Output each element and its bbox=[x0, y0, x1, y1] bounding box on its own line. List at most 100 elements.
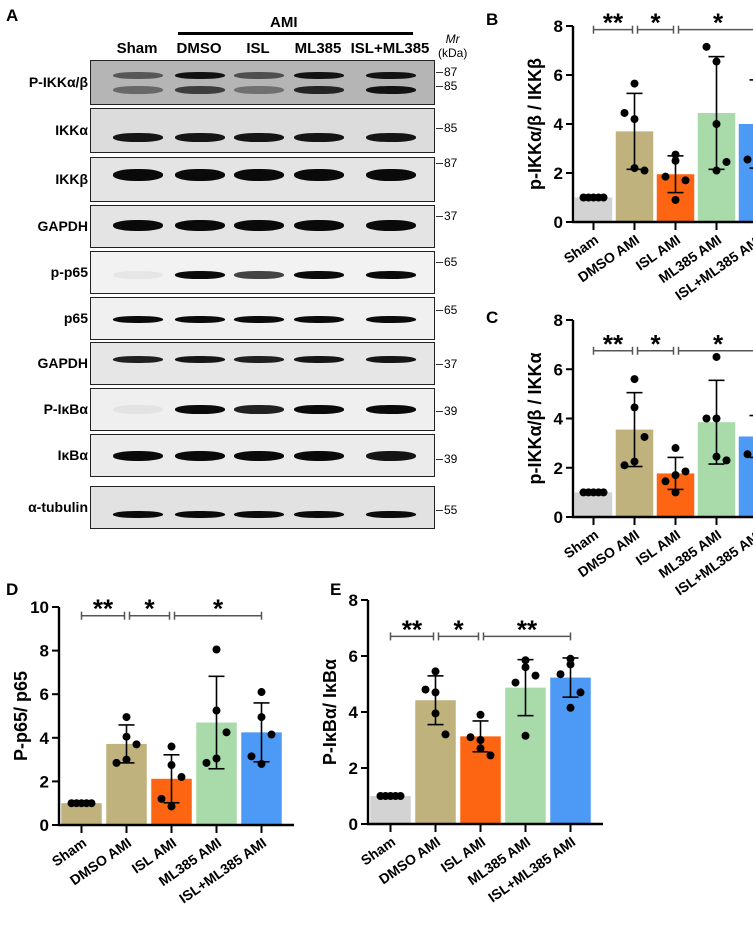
protein-band bbox=[234, 405, 284, 414]
blot-label: IκBα bbox=[58, 447, 88, 463]
significance-label: * bbox=[144, 594, 155, 624]
protein-band bbox=[294, 356, 344, 363]
protein-band bbox=[113, 271, 163, 279]
significance-label: * bbox=[213, 594, 224, 624]
blot-strip bbox=[90, 434, 435, 477]
kda-marker: 39 bbox=[436, 452, 457, 466]
significance-label: * bbox=[713, 8, 724, 38]
data-point bbox=[713, 167, 721, 175]
y-axis-label: p-IKKα/β / IKKβ bbox=[525, 58, 545, 190]
protein-band bbox=[175, 169, 225, 181]
data-point bbox=[88, 799, 96, 807]
bar bbox=[739, 124, 753, 222]
data-point bbox=[258, 760, 266, 768]
data-point bbox=[631, 375, 639, 383]
molecular-weight-header: Mr (kDa) bbox=[438, 32, 467, 60]
data-point bbox=[631, 164, 639, 172]
data-point bbox=[258, 688, 266, 696]
kda-marker: 37 bbox=[436, 209, 457, 223]
data-point bbox=[672, 488, 680, 496]
protein-band bbox=[113, 511, 163, 518]
significance-label: * bbox=[453, 614, 464, 644]
protein-band bbox=[366, 133, 416, 142]
blot-strip bbox=[90, 388, 435, 431]
y-tick-label: 4 bbox=[554, 115, 564, 134]
protein-band bbox=[175, 451, 225, 461]
protein-band bbox=[175, 86, 225, 94]
protein-band bbox=[113, 133, 163, 142]
data-point bbox=[522, 663, 530, 671]
protein-band bbox=[294, 133, 344, 142]
significance-label: * bbox=[650, 329, 661, 359]
y-tick-label: 0 bbox=[554, 508, 563, 527]
data-point bbox=[621, 461, 629, 469]
protein-band bbox=[175, 511, 225, 518]
significance-label: ** bbox=[93, 594, 114, 624]
kda-marker: 55 bbox=[436, 503, 457, 517]
y-tick-label: 10 bbox=[30, 598, 49, 617]
data-point bbox=[713, 453, 721, 461]
y-tick-label: 0 bbox=[40, 816, 49, 835]
protein-band bbox=[366, 169, 416, 181]
data-point bbox=[672, 471, 680, 479]
data-point bbox=[477, 736, 485, 744]
data-point bbox=[487, 751, 495, 759]
data-point bbox=[248, 752, 256, 760]
protein-band bbox=[234, 133, 284, 142]
protein-band bbox=[294, 405, 344, 414]
protein-band bbox=[234, 271, 284, 279]
blot-label: p-p65 bbox=[51, 264, 88, 280]
protein-band bbox=[294, 86, 344, 94]
protein-band bbox=[294, 169, 344, 181]
data-point bbox=[641, 433, 649, 441]
blot-label: GAPDH bbox=[37, 218, 88, 234]
data-point bbox=[123, 756, 131, 764]
blot-label: IKKβ bbox=[55, 171, 88, 187]
blot-label: IKKα bbox=[55, 122, 88, 138]
kda-label: (kDa) bbox=[438, 46, 467, 60]
y-tick-label: 4 bbox=[349, 703, 359, 722]
protein-band bbox=[175, 356, 225, 363]
data-point bbox=[397, 792, 405, 800]
protein-band bbox=[366, 511, 416, 518]
ami-group-bracket bbox=[178, 32, 413, 35]
mr-label: Mr bbox=[446, 32, 460, 46]
significance-label: ** bbox=[517, 614, 538, 644]
data-point bbox=[203, 759, 211, 767]
kda-marker: 85 bbox=[436, 121, 457, 135]
panel-letter-a: A bbox=[6, 6, 18, 26]
data-point bbox=[123, 713, 131, 721]
data-point bbox=[682, 176, 690, 184]
data-point bbox=[168, 761, 176, 769]
panel-letter-b: B bbox=[486, 10, 498, 30]
data-point bbox=[532, 672, 540, 680]
y-tick-label: 8 bbox=[554, 17, 563, 36]
data-point bbox=[631, 403, 639, 411]
ami-group-label: AMI bbox=[270, 14, 298, 31]
protein-band bbox=[175, 72, 225, 79]
protein-band bbox=[113, 86, 163, 94]
data-point bbox=[744, 450, 752, 458]
data-point bbox=[477, 711, 485, 719]
y-tick-label: 2 bbox=[554, 164, 563, 183]
y-axis-label: P-p65/ p65 bbox=[11, 671, 31, 761]
protein-band bbox=[175, 133, 225, 142]
protein-band bbox=[294, 511, 344, 518]
kda-marker: 65 bbox=[436, 303, 457, 317]
y-tick-label: 6 bbox=[554, 66, 563, 85]
protein-band bbox=[294, 72, 344, 79]
blot-label: p65 bbox=[64, 310, 88, 326]
protein-band bbox=[113, 316, 163, 323]
blot-label: P-IκBα bbox=[44, 401, 88, 417]
data-point bbox=[600, 488, 608, 496]
data-point bbox=[432, 709, 440, 717]
blot-strip bbox=[90, 60, 435, 105]
significance-label: * bbox=[650, 8, 661, 38]
protein-band bbox=[366, 271, 416, 279]
data-point bbox=[422, 686, 430, 694]
protein-band bbox=[175, 316, 225, 323]
protein-band bbox=[234, 511, 284, 518]
data-point bbox=[168, 743, 176, 751]
